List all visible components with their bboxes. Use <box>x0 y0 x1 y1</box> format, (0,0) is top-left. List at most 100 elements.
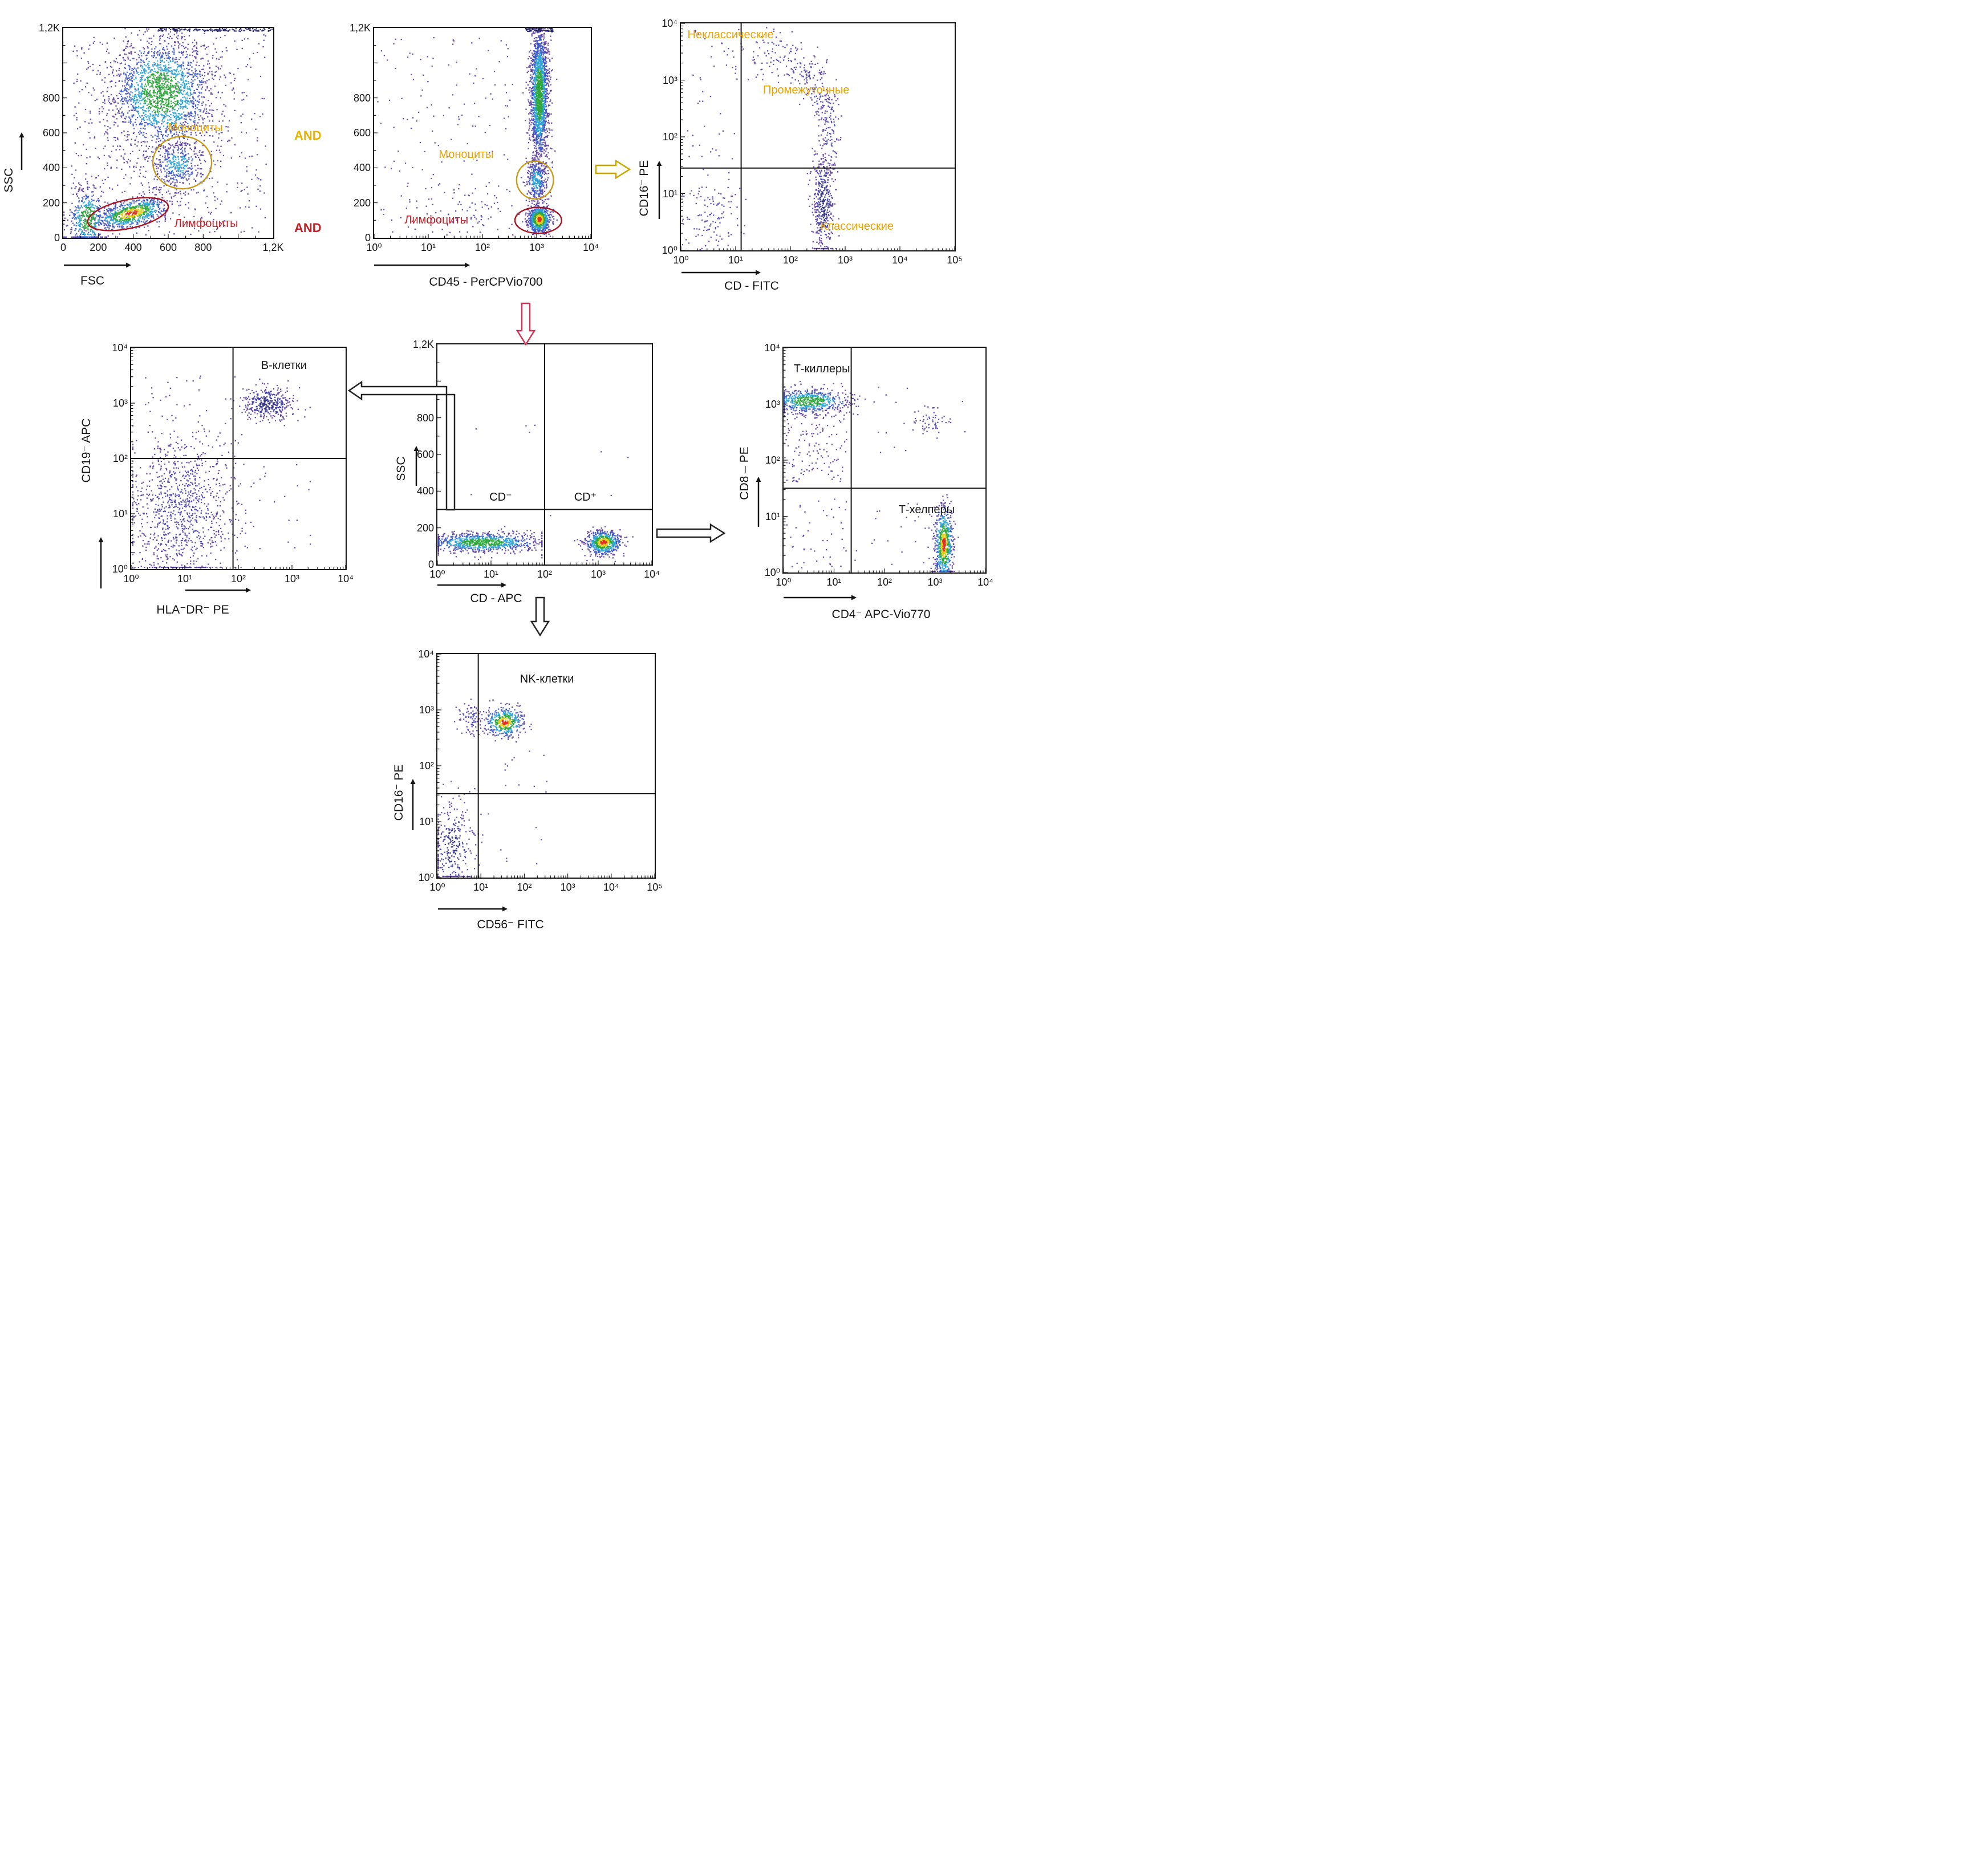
tick-label: 10⁴ <box>977 576 993 588</box>
population-label: Моноциты <box>439 148 494 161</box>
plot-ssc-cd-lymph: 10⁰ 10¹ 10² 10³ 10⁴ 0 200 400 600 800 1,2K CD⁻ CD⁺ <box>413 339 660 580</box>
tick-label: 0 <box>364 232 371 243</box>
tick-label: 10⁴ <box>892 254 908 266</box>
tick-label: 10⁴ <box>644 568 660 580</box>
axis-arrow-head <box>756 477 761 482</box>
tick-label: 10² <box>517 882 532 893</box>
y-axis-label-nk-cells: CD16⁻ PE <box>392 764 405 821</box>
tick-label: 10⁵ <box>647 882 663 893</box>
tick-label: 10⁴ <box>764 342 780 354</box>
tick-label: 10¹ <box>177 573 192 584</box>
axis-arrow-head <box>465 262 470 268</box>
arrow-monocytes-to-subsets <box>595 159 631 180</box>
plot-fsc-ssc: 0 200 400 600 800 1,2K 0 200 400 600 800 1,2K Моноци… <box>39 22 284 253</box>
scatter-canvas-cd45-ssc <box>374 28 591 238</box>
y-axis-label-t-subsets: CD8 – PE <box>738 446 751 500</box>
population-label: Промежуточные <box>763 84 850 97</box>
tick-label: 10⁰ <box>366 242 382 253</box>
tick-label: 10¹ <box>826 576 842 588</box>
tick-label: 10¹ <box>728 254 743 266</box>
tick-label: 600 <box>353 127 371 139</box>
tick-label: 10⁰ <box>123 573 139 584</box>
population-label: Лимфоциты <box>174 217 238 230</box>
and-label-monocytes: AND <box>294 128 322 143</box>
x-axis-label-cd45-ssc: CD45 - PerCPVio700 <box>429 275 543 289</box>
plot-b-cells: 10⁰ 10¹ 10² 10³ 10⁴ 10⁰ 10¹ 10² 10³ 10⁴ B-клетки <box>112 342 354 584</box>
tick-label: 10² <box>230 573 246 584</box>
tick-label: 10⁵ <box>947 254 963 266</box>
tick-label: 10² <box>877 576 892 588</box>
population-label: Лимфоциты <box>404 214 469 227</box>
axis-arrow-head <box>501 582 506 588</box>
axis-arrow-head <box>246 587 251 593</box>
axis-arrow-head <box>410 779 416 784</box>
axis-arrow-head <box>98 537 104 542</box>
tick-label: 200 <box>42 197 60 209</box>
tick-label: 400 <box>416 485 434 497</box>
tick-label: 400 <box>42 162 60 174</box>
tick-label: 200 <box>353 197 371 209</box>
axis-arrow-head <box>851 595 857 600</box>
tick-label: 10³ <box>112 397 128 409</box>
tick-label: 800 <box>42 92 60 104</box>
tick-label: 400 <box>124 242 142 253</box>
tick-label: 10⁴ <box>662 18 677 29</box>
tick-label: 10⁰ <box>764 567 780 578</box>
tick-label: 400 <box>353 162 371 174</box>
population-label: Т-киллеры <box>793 363 850 376</box>
y-axis-label-monocyte-subsets: CD16⁻ PE <box>638 160 651 217</box>
arrow-cd45-to-tcell-plot <box>516 302 536 346</box>
y-axis-label-fsc-ssc: SSC <box>2 168 15 193</box>
arrow-to-nk-plot <box>530 596 550 637</box>
tick-label: 10³ <box>560 882 575 893</box>
tick-label: 1,2K <box>262 242 284 253</box>
tick-label: 600 <box>42 127 60 139</box>
tick-label: 10⁴ <box>418 648 434 660</box>
scatter-canvas-t-subsets <box>784 348 985 572</box>
y-axis-label-b-cells: CD19⁻ APC <box>80 418 93 483</box>
x-axis-label-fsc-ssc: FSC <box>80 274 104 287</box>
tick-label: 800 <box>416 412 434 424</box>
tick-label: 10⁴ <box>112 342 128 354</box>
tick-label: 10⁴ <box>338 573 354 584</box>
axis-arrow-head <box>656 161 662 166</box>
x-axis-label-nk-cells: CD56⁻ FITC <box>477 918 544 931</box>
tick-label: 10¹ <box>765 510 780 522</box>
tick-label: 1,2K <box>412 339 434 350</box>
tick-label: 10³ <box>590 568 606 580</box>
tick-label: 10⁰ <box>662 245 677 256</box>
tick-label: 10² <box>419 760 434 771</box>
axis-arrow-head <box>126 262 131 268</box>
tick-label: 800 <box>194 242 212 253</box>
tick-label: 10² <box>112 453 128 464</box>
population-label: NK-клетки <box>520 673 574 686</box>
population-label: Т-хелперы <box>898 503 955 516</box>
x-axis-label-ssc-cd-lymph: CD - APC <box>470 592 522 605</box>
tick-label: 10³ <box>837 254 853 266</box>
plot-cd45-ssc: 10⁰ 10¹ 10² 10³ 10⁴ 0 200 400 600 800 1,2K Моноциты… <box>350 22 599 253</box>
scatter-canvas-ssc-cd-lymph <box>437 344 652 565</box>
plot-monocyte-subsets: 10⁰ 10¹ 10² 10³ 10⁴ 10⁵ 10⁰ 10¹ 10² 10³ 10⁴ Некласс… <box>662 18 963 266</box>
arrow-to-tsubsets-plot <box>656 523 726 543</box>
tick-label: 10² <box>782 254 798 266</box>
tick-label: 0 <box>60 242 66 253</box>
tick-label: 200 <box>416 522 434 534</box>
tick-label: 10² <box>662 131 677 143</box>
tick-label: 10¹ <box>419 816 434 827</box>
y-axis-label-ssc-cd-lymph: SSC <box>395 456 408 481</box>
tick-label: 10⁴ <box>583 242 599 253</box>
tick-label: 600 <box>159 242 177 253</box>
axis-arrow-head <box>19 132 25 137</box>
tick-label: 1,2K <box>38 22 60 34</box>
scatter-canvas-b-cells <box>131 348 346 569</box>
tick-label: 10⁰ <box>673 254 689 266</box>
tick-label: 1,2K <box>349 22 371 34</box>
population-label: CD⁺ <box>574 490 597 503</box>
population-label: Неклассические <box>687 28 774 41</box>
axis-arrow-head <box>756 270 761 275</box>
plot-nk-cells: 10⁰ 10¹ 10² 10³ 10⁴ 10⁵ 10⁰ 10¹ 10² 10³ 10⁴ NK-клет… <box>418 648 663 893</box>
tick-label: 10⁴ <box>603 882 619 893</box>
x-axis-label-t-subsets: CD4⁻ APC-Vio770 <box>831 608 931 621</box>
tick-label: 10² <box>765 454 780 466</box>
tick-label: 0 <box>428 559 434 570</box>
